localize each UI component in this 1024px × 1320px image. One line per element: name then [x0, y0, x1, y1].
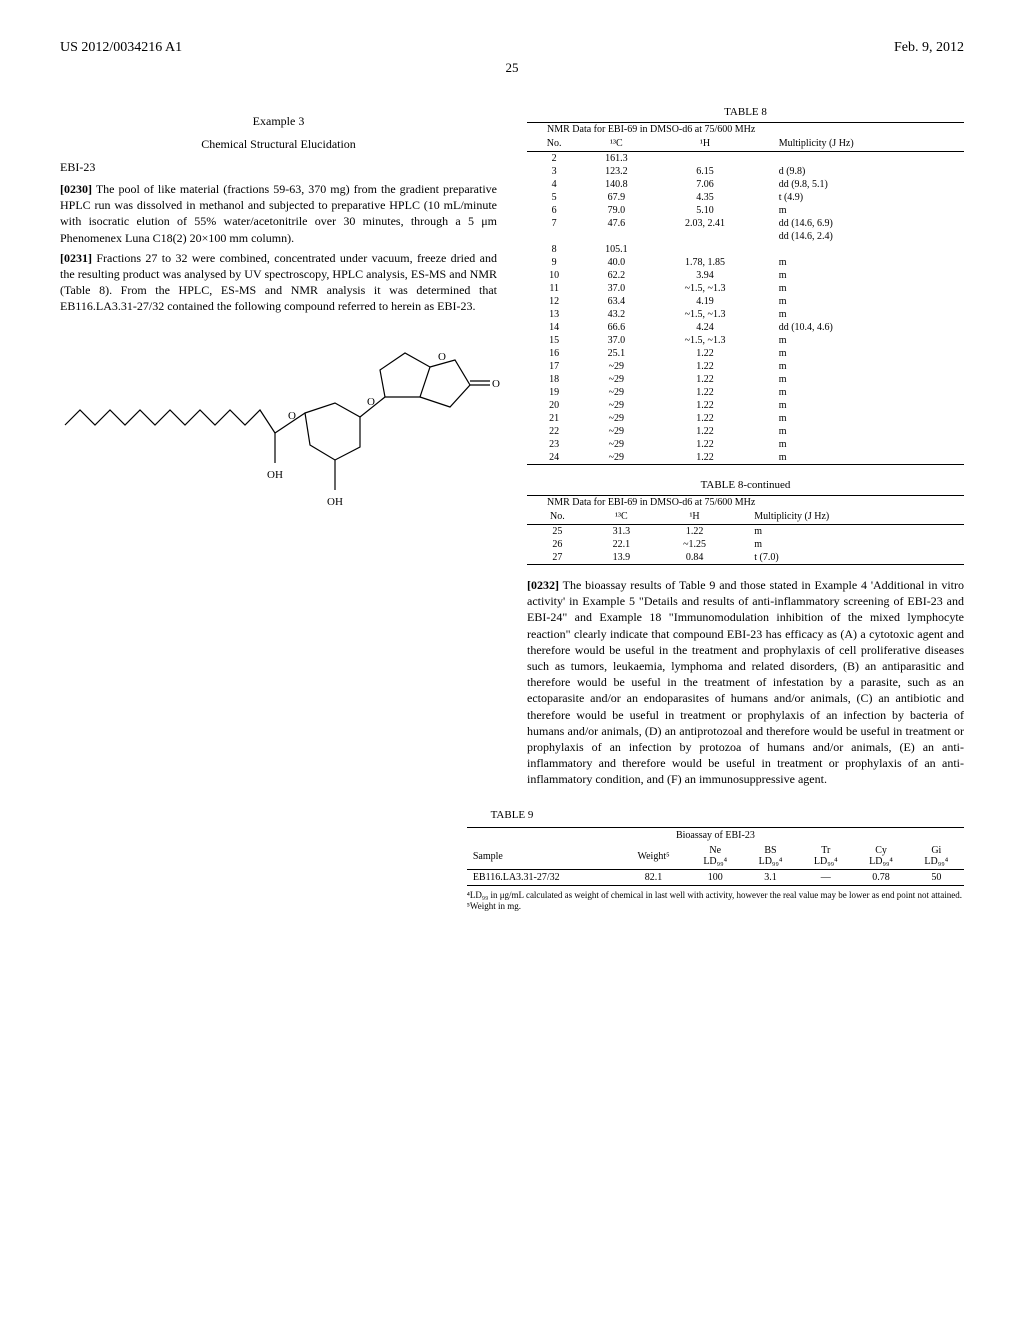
paragraph-0232: [0232] The bioassay results of Table 9 a… — [527, 577, 964, 787]
table9-title: TABLE 9 — [60, 809, 964, 821]
paragraph-0231: [0231] Fractions 27 to 32 were combined,… — [60, 250, 497, 315]
table9-footnotes: ⁴LD₉₉ in μg/mL calculated as weight of c… — [467, 890, 964, 912]
page-header: US 2012/0034216 A1 Feb. 9, 2012 — [60, 40, 964, 56]
patent-number: US 2012/0034216 A1 — [60, 40, 182, 56]
svg-text:O: O — [492, 378, 500, 390]
para-num: [0231] — [60, 251, 92, 265]
svg-text:OH: OH — [267, 469, 283, 481]
table8-title-cont: TABLE 8-continued — [527, 479, 964, 491]
nmr-table-a: NMR Data for EBI-69 in DMSO-d6 at 75/600… — [527, 122, 964, 467]
patent-date: Feb. 9, 2012 — [894, 40, 964, 56]
nmr-table-b: NMR Data for EBI-69 in DMSO-d6 at 75/600… — [527, 495, 964, 567]
table8-part-b: TABLE 8-continued NMR Data for EBI-69 in… — [527, 479, 964, 567]
para-num: [0230] — [60, 182, 92, 196]
table8-title: TABLE 8 — [527, 106, 964, 118]
svg-text:O: O — [438, 351, 446, 363]
example-title: Example 3 — [60, 114, 497, 129]
svg-text:O: O — [288, 410, 296, 422]
para-text: Fractions 27 to 32 were combined, concen… — [60, 251, 497, 314]
section-label: EBI-23 — [60, 160, 497, 175]
para-text: The pool of like material (fractions 59-… — [60, 182, 497, 245]
page-number: 25 — [60, 60, 964, 76]
example-subtitle: Chemical Structural Elucidation — [60, 137, 497, 152]
table8-part-a: TABLE 8 NMR Data for EBI-69 in DMSO-d6 a… — [527, 106, 964, 467]
chemical-structure: OH OH O O O O — [60, 335, 497, 529]
bioassay-table: Bioassay of EBI-23 SampleWeight⁵NeLD₉₉⁴B… — [467, 827, 964, 886]
paragraph-0230: [0230] The pool of like material (fracti… — [60, 181, 497, 246]
para-text: The bioassay results of Table 9 and thos… — [527, 578, 964, 786]
para-num: [0232] — [527, 578, 559, 592]
svg-text:O: O — [367, 396, 375, 408]
table9-section: TABLE 9 Bioassay of EBI-23 SampleWeight⁵… — [60, 797, 964, 912]
svg-text:OH: OH — [327, 496, 343, 508]
